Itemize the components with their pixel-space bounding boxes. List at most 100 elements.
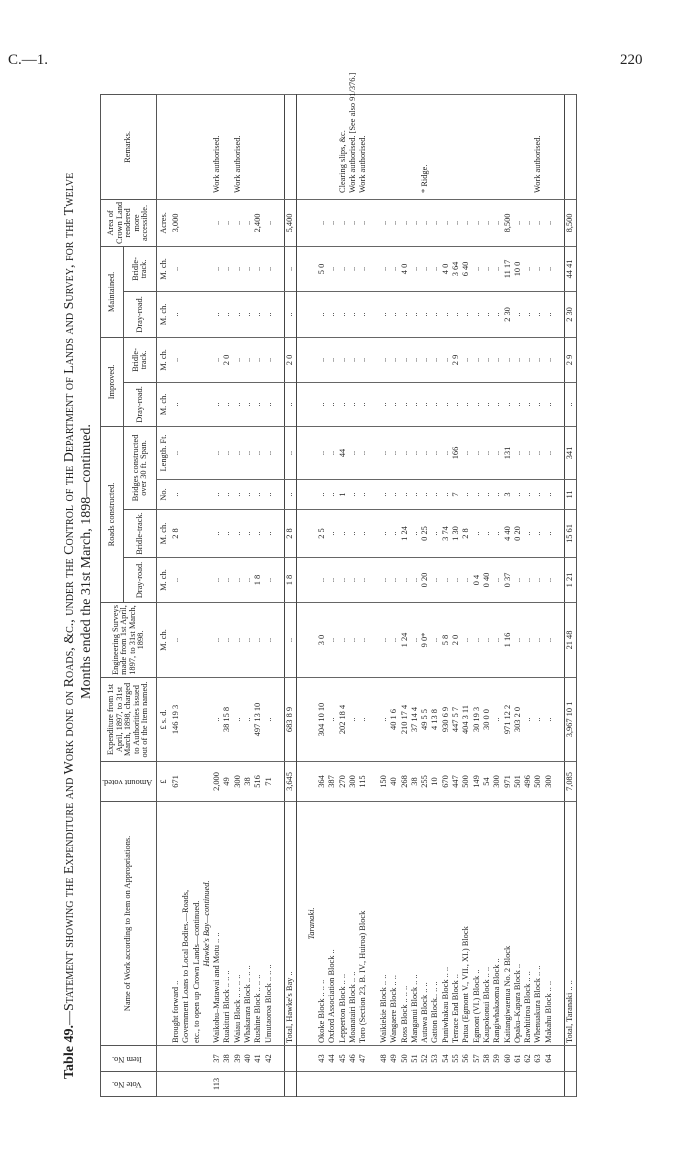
cell-remarks — [523, 94, 534, 200]
cell-improved-dray-road: .. — [348, 382, 359, 427]
cell-bridges-length — [181, 426, 192, 480]
cell-engineering: .. — [284, 602, 297, 678]
cell-improved-bridle-track: 2 0 — [222, 337, 233, 383]
cell-constructed-bridle-track — [368, 509, 379, 558]
cell-constructed-bridle-track: .. — [212, 509, 223, 558]
cell-expenditure: 497 13 10 — [253, 677, 264, 762]
cell-vote-no — [348, 1071, 359, 1097]
cell-constructed-bridle-track — [553, 509, 565, 558]
header-maintained-bridle-track: Bridle-track. — [123, 246, 157, 292]
cell-improved-bridle-track: .. — [232, 337, 244, 383]
cell-improved-dray-road: .. — [222, 382, 233, 427]
table-row: 113 37 Waikohu–Matawai and Motu .. .. 2,000… — [212, 94, 223, 1097]
cell-maintained-bridle-track: 3 64 — [451, 246, 462, 292]
header-engineering: Engineering Surveys made from 1st April,… — [100, 602, 157, 678]
cell-maintained-bridle-track: .. — [533, 246, 544, 292]
cell-remarks — [296, 94, 307, 200]
cell-bridges-length: .. — [471, 426, 482, 480]
cell-vote-no — [481, 1071, 493, 1097]
cell-remarks — [409, 94, 421, 200]
cell-expenditure: 3,967 10 1 — [564, 677, 577, 762]
cell-amount — [368, 761, 379, 802]
cell-item-no — [181, 1045, 192, 1072]
cell-constructed-dray-road: 1 8 — [253, 557, 264, 603]
cell-maintained-bridle-track: .. — [481, 246, 493, 292]
cell-constructed-bridle-track: .. — [243, 509, 254, 558]
cell-bridges-no — [296, 479, 307, 510]
cell-constructed-dray-road: .. — [171, 557, 182, 603]
cell-maintained-bridle-track: 4 0 — [399, 246, 410, 292]
cell-engineering: .. — [378, 602, 390, 678]
cell-maintained-bridle-track — [368, 246, 379, 292]
units-row: £ £ s. d. M. ch. M. ch. M. ch. No. Length. Ft.… — [156, 94, 171, 1097]
cell-engineering: .. — [481, 602, 493, 678]
cell-area — [306, 199, 318, 247]
cell-bridges-length: .. — [348, 426, 359, 480]
cell-remarks — [378, 94, 390, 200]
cell-constructed-bridle-track: 1 30 — [451, 509, 462, 558]
cell-vote-no — [368, 1071, 379, 1097]
cell-maintained-bridle-track: .. — [232, 246, 244, 292]
cell-bridges-no: .. — [461, 479, 472, 510]
cell-expenditure: 37 14 4 — [409, 677, 421, 762]
cell-maintained-bridle-track: .. — [327, 246, 338, 292]
cell-area: 8,500 — [502, 199, 513, 247]
cell-improved-dray-road: .. — [533, 382, 544, 427]
cell-expenditure: 303 2 0 — [512, 677, 524, 762]
cell-bridges-no — [368, 479, 379, 510]
cell-name: Rawhitiroa Block .. .. — [523, 801, 534, 1046]
cell-constructed-bridle-track: 4 40 — [502, 509, 513, 558]
cell-constructed-bridle-track: 15 61 — [564, 509, 577, 558]
cell-vote-no — [337, 1071, 349, 1097]
cell-improved-bridle-track: .. — [430, 337, 441, 383]
cell-constructed-dray-road: M. ch. — [156, 557, 171, 603]
cell-constructed-bridle-track — [181, 509, 192, 558]
cell-remarks — [263, 94, 274, 200]
cell-constructed-dray-road — [181, 557, 192, 603]
cell-area — [296, 199, 307, 247]
cell-expenditure: .. — [348, 677, 359, 762]
cell-amount: 268 — [399, 761, 410, 802]
cell-bridges-length: .. — [523, 426, 534, 480]
cell-bridges-no: .. — [440, 479, 452, 510]
cell-area: .. — [420, 199, 431, 247]
cell-expenditure: 202 18 4 — [337, 677, 349, 762]
cell-expenditure — [306, 677, 318, 762]
cell-constructed-dray-road: .. — [212, 557, 223, 603]
cell-bridges-no: No. — [156, 479, 171, 510]
table-row: 51 Manganui Block .. .. 38 37 14 4.........… — [409, 94, 421, 1097]
cell-improved-bridle-track — [306, 337, 318, 383]
cell-constructed-dray-road: .. — [451, 557, 462, 603]
cell-constructed-bridle-track: .. — [348, 509, 359, 558]
cell-improved-bridle-track: .. — [533, 337, 544, 383]
title-line-2: Months ended the 31st March, 1898—contin… — [79, 424, 94, 699]
cell-amount: 387 — [327, 761, 338, 802]
cell-constructed-bridle-track — [296, 509, 307, 558]
cell-amount — [273, 761, 285, 802]
cell-item-no: 40 — [243, 1045, 254, 1072]
cell-improved-bridle-track: .. — [502, 337, 513, 383]
cell-improved-bridle-track: 2 9 — [564, 337, 577, 383]
cell-maintained-dray-road: .. — [389, 291, 400, 338]
cell-maintained-dray-road: .. — [481, 291, 493, 338]
table-row — [296, 94, 307, 1097]
cell-constructed-dray-road: .. — [378, 557, 390, 603]
cell-constructed-bridle-track: 0 25 — [420, 509, 431, 558]
cell-amount: 500 — [461, 761, 472, 802]
cell-area: .. — [471, 199, 482, 247]
cell-maintained-bridle-track — [296, 246, 307, 292]
cell-improved-dray-road: .. — [284, 382, 297, 427]
cell-remarks — [471, 94, 482, 200]
cell-improved-dray-road: .. — [512, 382, 524, 427]
cell-constructed-bridle-track: .. — [337, 509, 349, 558]
cell-name: Puniwhakau Block .. .. — [440, 801, 452, 1046]
cell-maintained-bridle-track: M. ch. — [156, 246, 171, 292]
cell-bridges-length: .. — [492, 426, 503, 480]
cell-bridges-no: .. — [409, 479, 421, 510]
cell-remarks: Clearing slips, &c. — [337, 94, 349, 200]
cell-constructed-bridle-track: .. — [430, 509, 441, 558]
cell-amount: 255 — [420, 761, 431, 802]
cell-item-no: 49 — [389, 1045, 400, 1072]
cell-vote-no — [389, 1071, 400, 1097]
